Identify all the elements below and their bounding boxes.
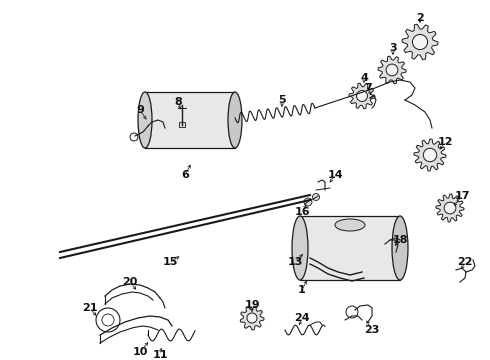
Text: 5: 5 <box>278 95 286 105</box>
Text: 8: 8 <box>174 97 182 107</box>
Text: 1: 1 <box>298 285 306 295</box>
Circle shape <box>313 194 319 201</box>
Circle shape <box>247 313 257 323</box>
Text: 4: 4 <box>360 73 368 83</box>
Text: 16: 16 <box>294 207 310 217</box>
Circle shape <box>102 314 114 326</box>
Circle shape <box>130 133 138 141</box>
Text: 7: 7 <box>364 83 372 93</box>
Text: 10: 10 <box>132 347 147 357</box>
Polygon shape <box>378 56 406 84</box>
Circle shape <box>346 306 358 318</box>
Ellipse shape <box>335 219 365 231</box>
Text: 23: 23 <box>364 325 380 335</box>
Circle shape <box>413 35 428 50</box>
Ellipse shape <box>392 216 408 280</box>
Text: 22: 22 <box>457 257 473 267</box>
Polygon shape <box>349 83 375 109</box>
Text: 13: 13 <box>287 257 303 267</box>
Text: 21: 21 <box>82 303 98 313</box>
Ellipse shape <box>292 216 308 280</box>
Text: 9: 9 <box>136 105 144 115</box>
Text: 15: 15 <box>162 257 178 267</box>
Circle shape <box>357 91 368 102</box>
Text: 2: 2 <box>416 13 424 23</box>
Text: 11: 11 <box>152 350 168 360</box>
Text: 6: 6 <box>181 170 189 180</box>
Polygon shape <box>240 306 264 330</box>
Text: 20: 20 <box>122 277 138 287</box>
Text: 17: 17 <box>454 191 470 201</box>
Polygon shape <box>436 194 464 222</box>
Bar <box>179 122 185 127</box>
Text: 24: 24 <box>294 313 310 323</box>
Circle shape <box>423 148 437 162</box>
Bar <box>300 216 400 280</box>
Circle shape <box>96 308 120 332</box>
Text: 18: 18 <box>392 235 408 245</box>
Text: 3: 3 <box>389 43 397 53</box>
Circle shape <box>444 202 456 214</box>
Text: 12: 12 <box>437 137 453 147</box>
Ellipse shape <box>228 92 242 148</box>
Circle shape <box>304 198 312 206</box>
Polygon shape <box>414 139 446 171</box>
Text: 14: 14 <box>327 170 343 180</box>
Circle shape <box>386 64 398 76</box>
Polygon shape <box>402 24 438 60</box>
Bar <box>145 92 235 148</box>
Ellipse shape <box>138 92 152 148</box>
Text: 19: 19 <box>244 300 260 310</box>
